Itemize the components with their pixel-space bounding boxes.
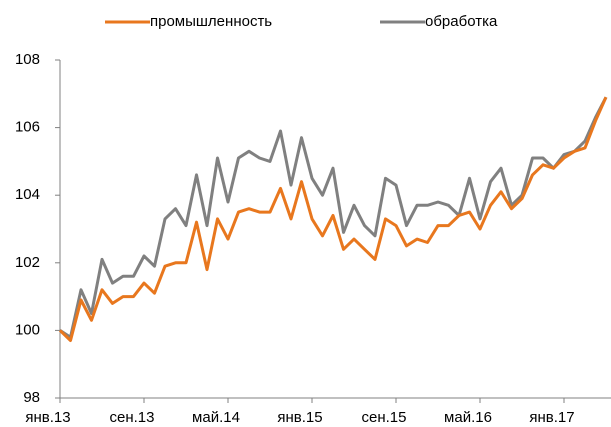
y-tick-label: 102 (15, 254, 40, 271)
legend-label: промышленность (150, 13, 272, 30)
y-tick-label: 106 (15, 119, 40, 136)
x-tick-label: янв.15 (277, 409, 322, 426)
y-tick-label: 104 (15, 186, 40, 203)
x-tick-label: май.16 (444, 409, 492, 426)
x-tick-label: янв.13 (25, 409, 70, 426)
line-series (58, 96, 608, 342)
y-tick-label: 100 (15, 321, 40, 338)
line-series (59, 96, 608, 339)
x-tick-label: сен.13 (110, 409, 155, 426)
y-tick-label: 108 (15, 51, 40, 68)
y-tick-label: 98 (23, 389, 40, 406)
x-tick-label: янв.17 (529, 409, 574, 426)
x-tick-label: сен.15 (362, 409, 407, 426)
legend-label: обработка (425, 13, 498, 30)
x-tick-label: май.14 (192, 409, 240, 426)
